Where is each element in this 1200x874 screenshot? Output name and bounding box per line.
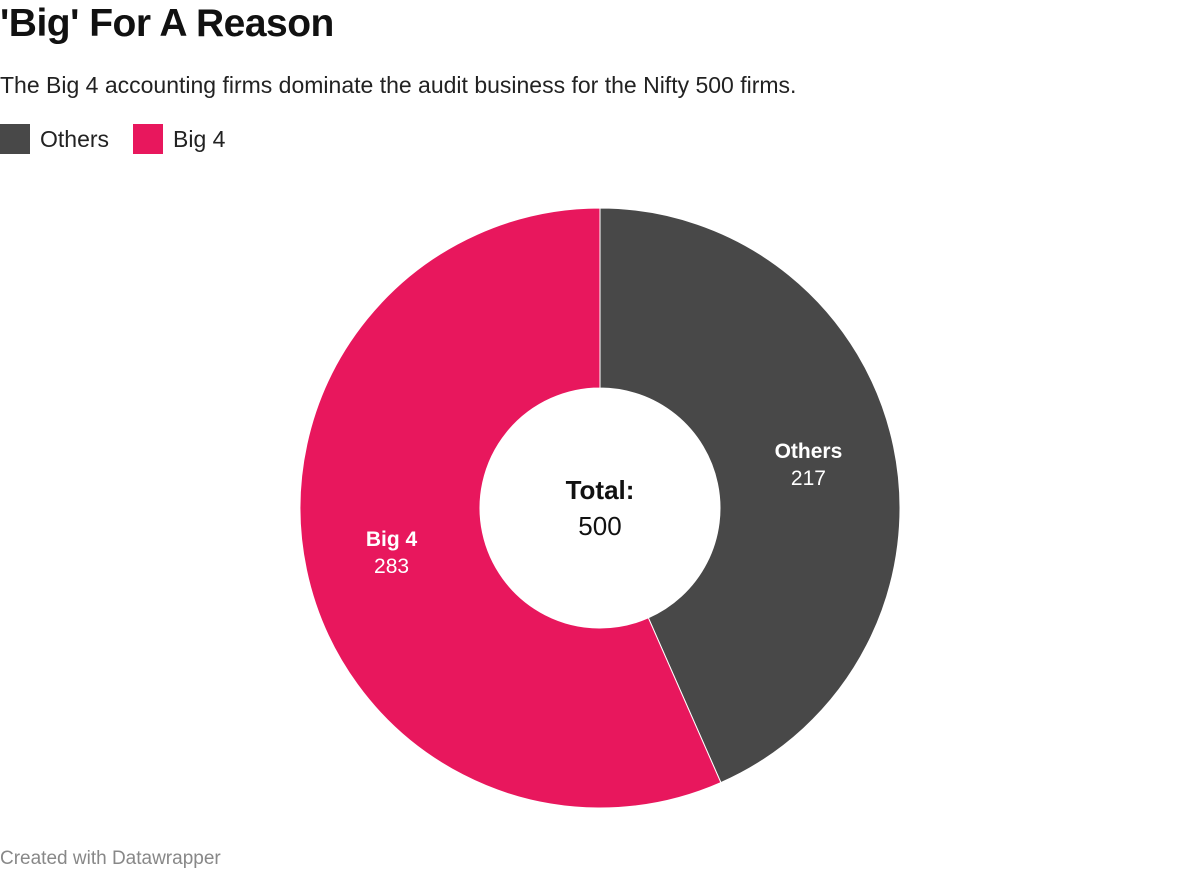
chart-title: 'Big' For A Reason	[0, 2, 334, 45]
legend-swatch-big4	[133, 124, 164, 154]
legend-swatch-others	[0, 124, 30, 154]
slice-value: 217	[791, 467, 826, 490]
slice-value: 283	[374, 555, 409, 578]
footer-credit: Created with Datawrapper	[0, 848, 221, 869]
legend-label-others: Others	[40, 125, 110, 152]
center-label: Total:	[566, 475, 635, 505]
legend-label-big4: Big 4	[173, 125, 226, 152]
center-value: 500	[578, 511, 621, 541]
legend-item-big4: Big 4	[133, 124, 225, 154]
chart-subtitle: The Big 4 accounting firms dominate the …	[0, 72, 797, 98]
slice-label: Big 4	[366, 528, 418, 551]
legend-item-others: Others	[0, 124, 109, 154]
slice-big4	[299, 207, 722, 809]
slice-others	[599, 207, 901, 784]
legend: Others Big 4	[0, 124, 249, 154]
slice-label: Others	[775, 440, 843, 463]
